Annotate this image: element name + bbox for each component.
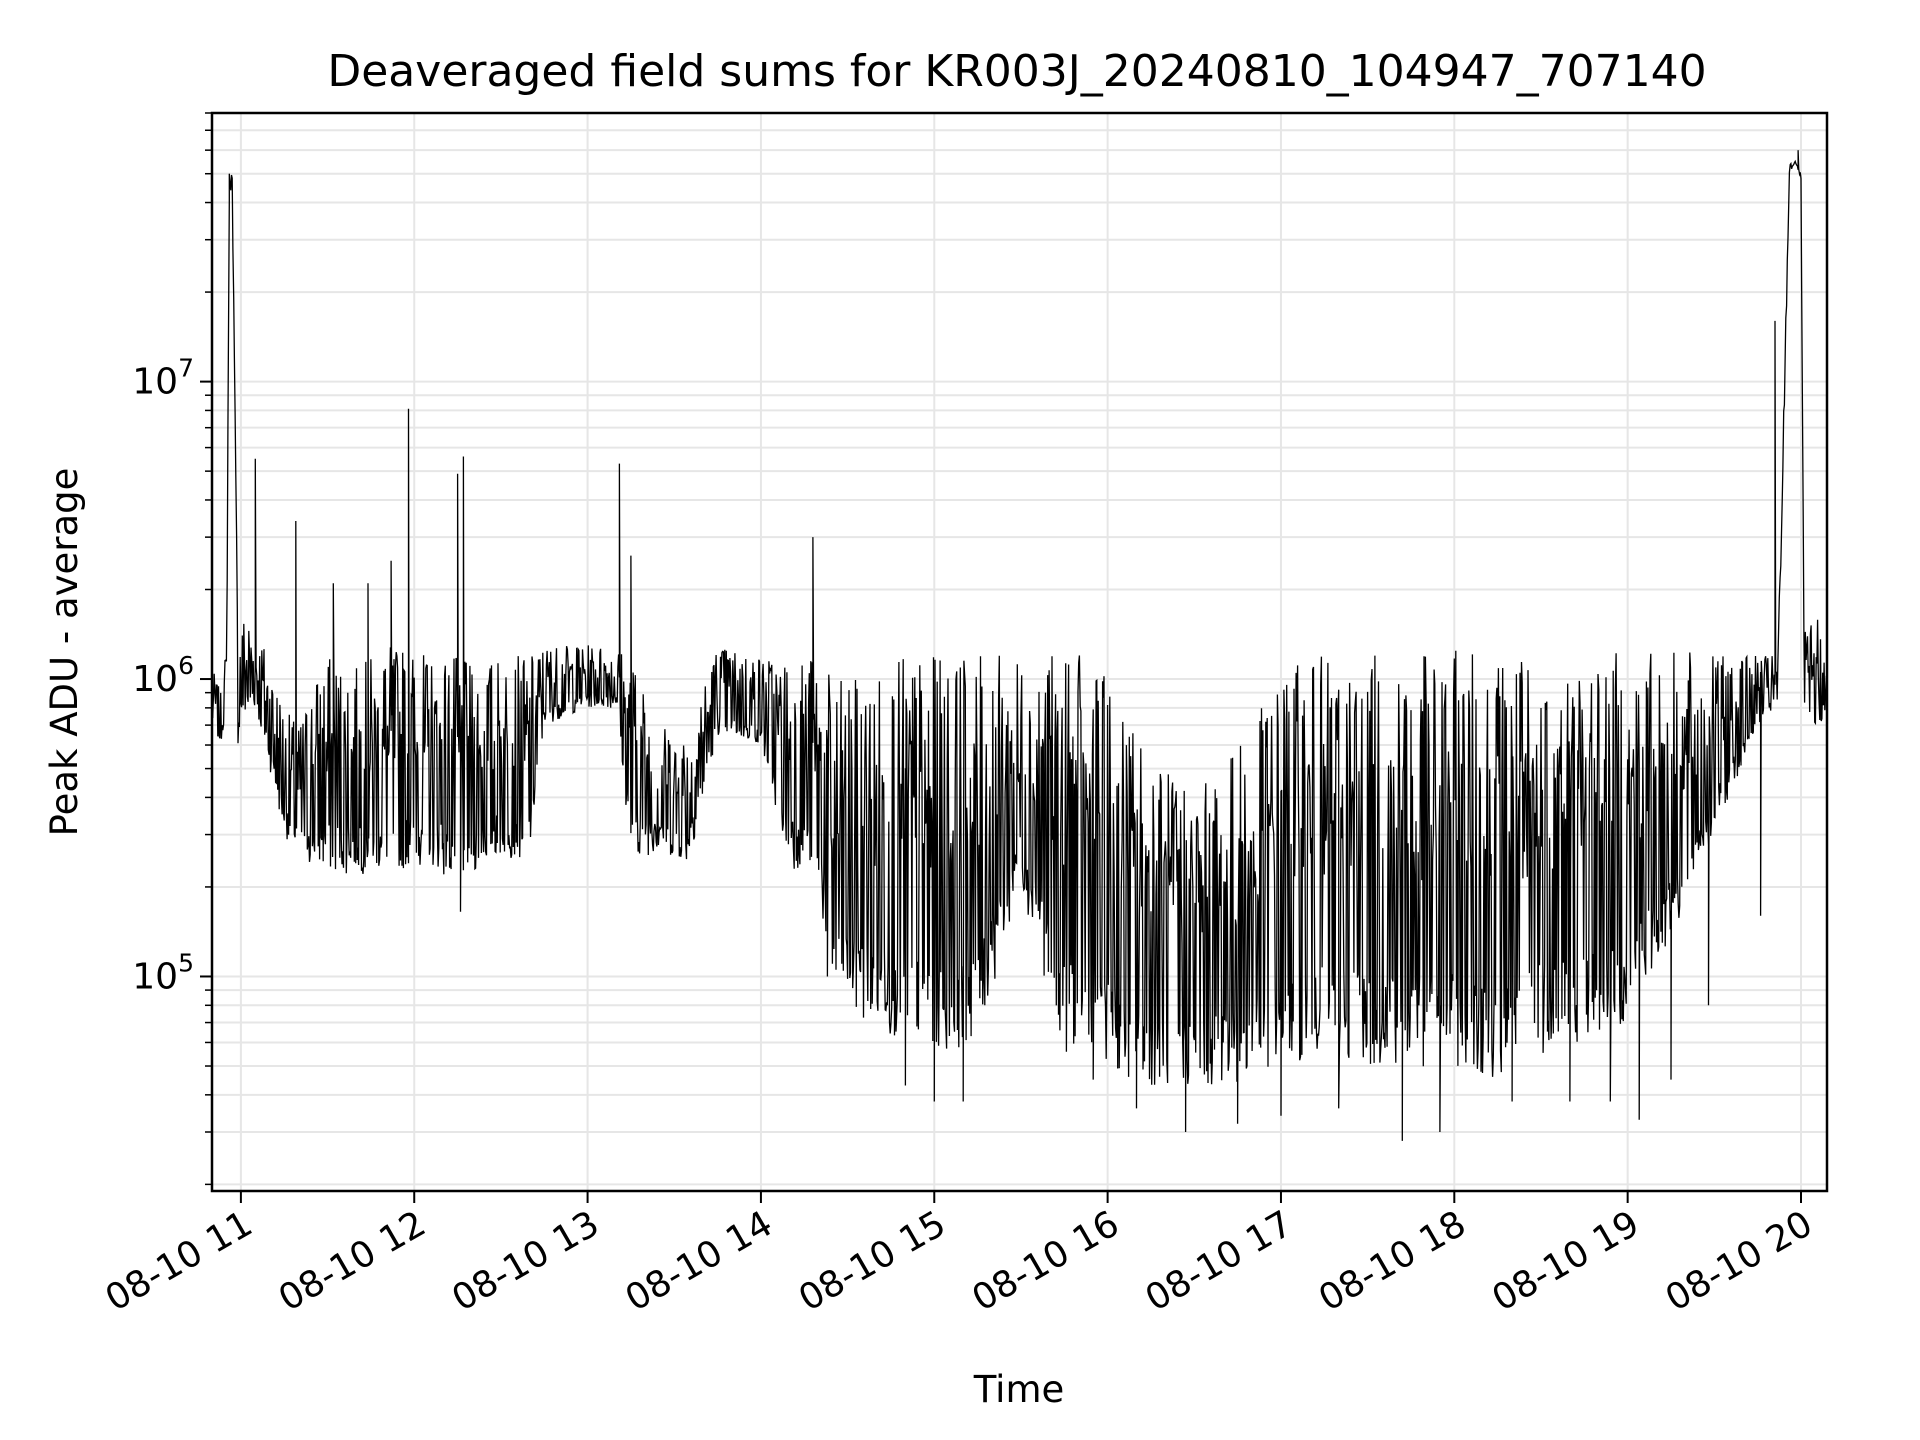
plot-frame (210, 111, 1829, 1193)
chart-title: Deaveraged field sums for KR003J_2024081… (327, 46, 1706, 97)
series-line (211, 150, 1828, 1141)
y-tick-label: 106 (132, 651, 194, 700)
y-tick-exponent: 6 (178, 651, 194, 680)
y-tick-base: 10 (132, 659, 178, 700)
series-layer (211, 150, 1828, 1141)
y-tick-exponent: 5 (178, 948, 194, 977)
y-tick-exponent: 7 (178, 354, 194, 383)
x-axis-label: Time (973, 1368, 1065, 1411)
y-axis-label: Peak ADU - average (43, 468, 86, 837)
y-tick-base: 10 (132, 956, 178, 997)
y-tick-label: 107 (132, 354, 194, 403)
y-tick-base: 10 (132, 362, 178, 403)
y-tick-label: 105 (132, 948, 194, 997)
